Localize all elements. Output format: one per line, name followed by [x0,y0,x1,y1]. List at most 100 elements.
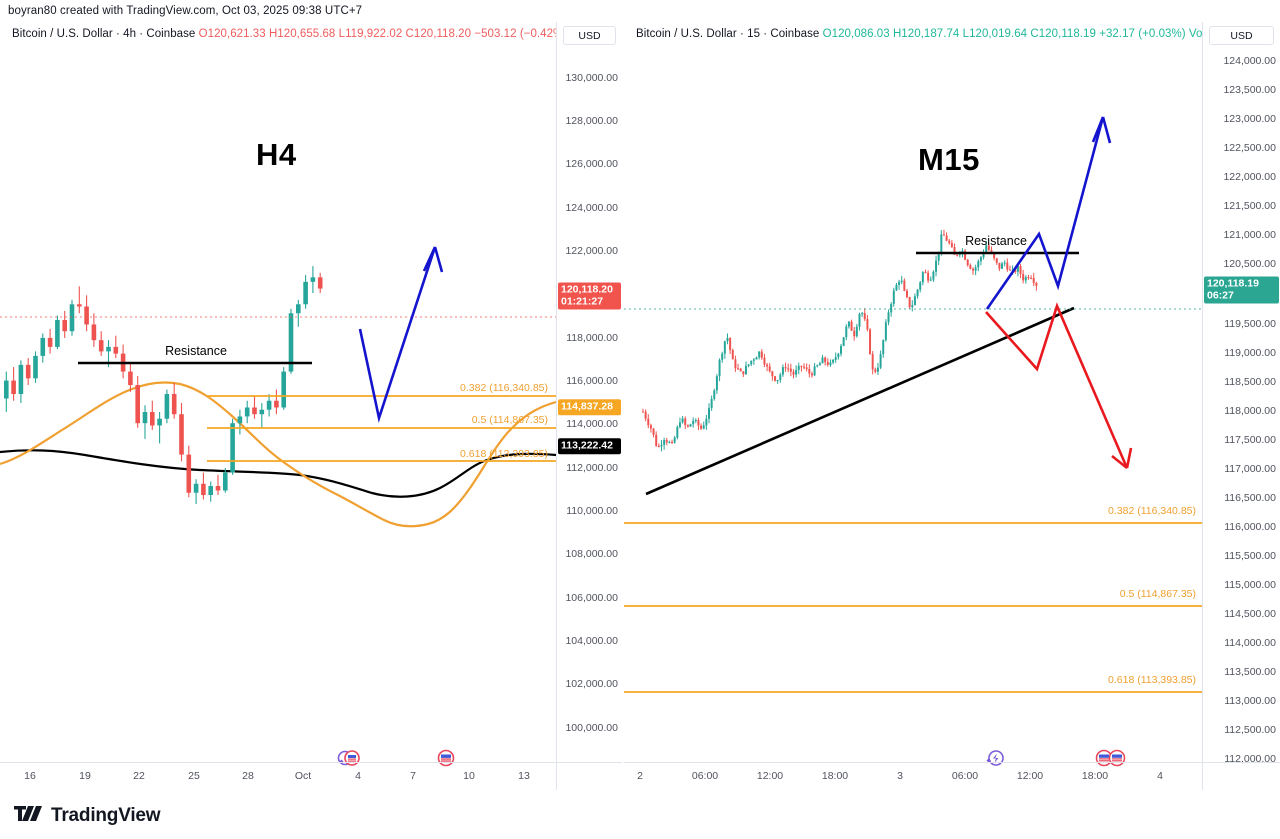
legend-high-label: H [892,28,902,40]
time-tick: 18:00 [1081,770,1109,782]
ma-slow-line [0,449,556,498]
price-tick: 119,500.00 [1224,318,1276,330]
time-tick: Oct [294,770,312,782]
ascending-trendline-m15 [645,306,1075,496]
price-tick: 116,500.00 [1224,492,1276,504]
legend-low-value: 119,922.02 [345,28,403,40]
time-tick: 16 [24,770,36,782]
price-tick: 114,000.00 [566,418,618,430]
chart-legend-h4[interactable]: Bitcoin / U.S. Dollar · 4h · Coinbase O1… [12,28,579,40]
ma-price-tag-h4[interactable]: 113,222.42 [558,438,621,454]
legend-open-value: 120,086.03 [831,28,890,40]
price-tick: 122,000.00 [1223,171,1276,183]
current-price-tag-m15[interactable]: 120,118.19 06:27 [1204,276,1279,304]
price-tick: 115,000.00 [1224,579,1276,591]
chart-pane-h4[interactable]: Bitcoin / U.S. Dollar · 4h · Coinbase O1… [0,22,622,790]
us-flag-event-icon[interactable] [436,748,458,767]
time-tick: 12:00 [756,770,784,782]
bullish-forecast-arrow-m15 [985,116,1112,310]
ma-price-value: 113,222.42 [561,439,613,452]
us-flag-double-event-icon[interactable] [1094,748,1128,767]
price-tick: 110,000.00 [566,505,618,517]
time-tick: 13 [518,770,530,782]
legend-low-value: 120,019.64 [969,28,1028,40]
price-tick: 112,500.00 [1224,724,1276,736]
fib-label-0382-h4: 0.382 (116,340.85) [460,382,548,394]
current-price-tag-h4[interactable]: 120,118.20 01:21:27 [558,282,621,310]
chart-legend-m15[interactable]: Bitcoin / U.S. Dollar · 15 · Coinbase O1… [636,28,1234,40]
legend-high-value: 120,187.74 [901,28,960,40]
price-tick: 116,000.00 [566,375,618,387]
time-axis-m15[interactable]: 2 06:00 12:00 18:00 3 06:00 12:00 18:00 … [624,762,1280,790]
chart-pane-m15[interactable]: Bitcoin / U.S. Dollar · 15 · Coinbase O1… [624,22,1280,790]
legend-change: −503.12 (−0.42%) [474,28,568,40]
time-tick: 06:00 [951,770,979,782]
time-tick: 4 [1157,770,1163,782]
tradingview-brand-name: TradingView [51,805,161,826]
price-tick: 100,000.00 [565,722,618,734]
time-tick: 4 [355,770,361,782]
legend-open-label: O [822,28,832,40]
legend-volume-label: Vol [1188,28,1205,40]
price-tick: 118,500.00 [1224,376,1276,388]
price-tick: 112,000.00 [566,462,618,474]
legend-open-value: 120,621.33 [207,28,266,40]
time-tick: 22 [133,770,145,782]
legend-high-label: H [268,28,278,40]
ma-fast-line [0,381,556,528]
economic-flash-event-icon[interactable] [983,748,1005,766]
plot-area-h4[interactable] [0,44,556,762]
fib-label-05-h4: 0.5 (114,867.35) [471,414,548,426]
legend-close-label: C [1030,28,1039,40]
price-tick: 124,000.00 [1223,55,1276,67]
time-tick: 7 [410,770,416,782]
footer-branding[interactable]: TradingView [14,805,161,827]
time-tick: 25 [188,770,200,782]
watermark-text: boyran80 created with TradingView.com, O… [8,5,363,17]
legend-high-value: 120,655.68 [277,28,336,40]
current-price-value: 120,118.19 [1207,277,1259,290]
bearish-forecast-arrow-m15 [985,302,1133,470]
price-axis-h4[interactable]: USD 130,000.00 128,000.00 126,000.00 124… [556,22,622,790]
price-tick: 121,000.00 [1223,229,1276,241]
price-tick: 113,500.00 [1224,666,1276,678]
chart-canvas-h4 [0,246,556,528]
timeframe-label-m15: M15 [918,142,980,177]
legend-close-value: 120,118.19 [1038,28,1096,40]
price-tick: 117,500.00 [1224,434,1276,446]
fib-label-0382-m15: 0.382 (116,340.85) [1108,505,1196,517]
time-tick: 18:00 [821,770,849,782]
price-tick: 113,000.00 [1224,695,1276,707]
price-axis-m15[interactable]: USD 124,000.00 123,500.00 123,000.00 122… [1202,22,1280,790]
legend-symbol[interactable]: Bitcoin / U.S. Dollar · 4h · Coinbase [12,28,196,40]
price-axis-unit-h4: USD [563,26,616,45]
fib-label-05-m15: 0.5 (114,867.35) [1119,588,1196,600]
fib-price-tag-h4[interactable]: 114,837.28 [558,399,621,415]
fib-label-0618-h4: 0.618 (113,393.85) [460,448,548,460]
time-tick: 06:00 [691,770,719,782]
time-tick: 19 [79,770,91,782]
chart-canvas-m15 [624,116,1202,693]
legend-open-label: O [198,28,208,40]
price-tick: 121,500.00 [1223,200,1276,212]
legend-low-label: L [338,28,346,40]
us-economic-event-icon[interactable] [337,748,360,766]
price-tick: 108,000.00 [565,548,618,560]
time-tick: 12:00 [1016,770,1044,782]
legend-low-label: L [962,28,970,40]
time-axis-h4[interactable]: 16 19 22 25 28 Oct 4 7 10 13 [0,762,622,790]
tradingview-logo-icon [14,805,44,827]
legend-close-label: C [405,28,414,40]
legend-change: +32.17 (+0.03%) [1099,28,1186,40]
price-tick: 123,000.00 [1223,113,1276,125]
price-tick: 118,000.00 [1224,405,1276,417]
price-tick: 130,000.00 [565,72,618,84]
bullish-forecast-arrow-h4 [358,246,444,423]
plot-area-m15[interactable] [624,44,1202,762]
current-price-countdown: 01:21:27 [561,295,604,307]
legend-symbol[interactable]: Bitcoin / U.S. Dollar · 15 · Coinbase [636,28,820,40]
price-tick: 115,500.00 [1224,550,1276,562]
price-tick: 102,000.00 [565,678,618,690]
fib-label-0618-m15: 0.618 (113,393.85) [1108,674,1196,686]
